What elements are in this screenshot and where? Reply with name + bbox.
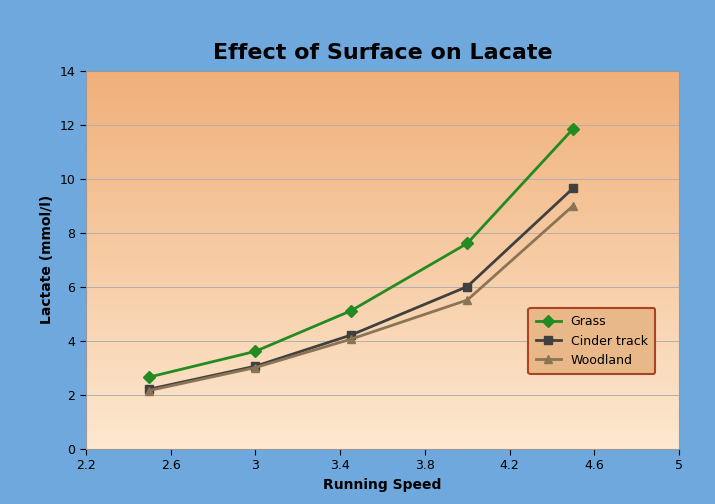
- Title: Effect of Surface on Lacate: Effect of Surface on Lacate: [213, 43, 553, 64]
- Grass: [569, 125, 578, 132]
- Grass: [347, 308, 355, 314]
- Woodland: [569, 203, 578, 209]
- Line: Grass: Grass: [145, 124, 578, 381]
- Y-axis label: Lactate (mmol/l): Lactate (mmol/l): [40, 195, 54, 324]
- Woodland: [463, 297, 472, 303]
- Cinder track: [569, 185, 578, 191]
- Woodland: [347, 336, 355, 342]
- Cinder track: [463, 284, 472, 290]
- Line: Woodland: Woodland: [145, 202, 578, 395]
- Cinder track: [145, 386, 154, 392]
- Woodland: [251, 364, 260, 370]
- Cinder track: [251, 363, 260, 369]
- Legend: Grass, Cinder track, Woodland: Grass, Cinder track, Woodland: [528, 308, 655, 374]
- Grass: [463, 240, 472, 246]
- Woodland: [145, 388, 154, 394]
- Cinder track: [347, 332, 355, 338]
- Grass: [145, 374, 154, 380]
- Line: Cinder track: Cinder track: [145, 184, 578, 393]
- X-axis label: Running Speed: Running Speed: [323, 477, 442, 491]
- Grass: [251, 348, 260, 354]
